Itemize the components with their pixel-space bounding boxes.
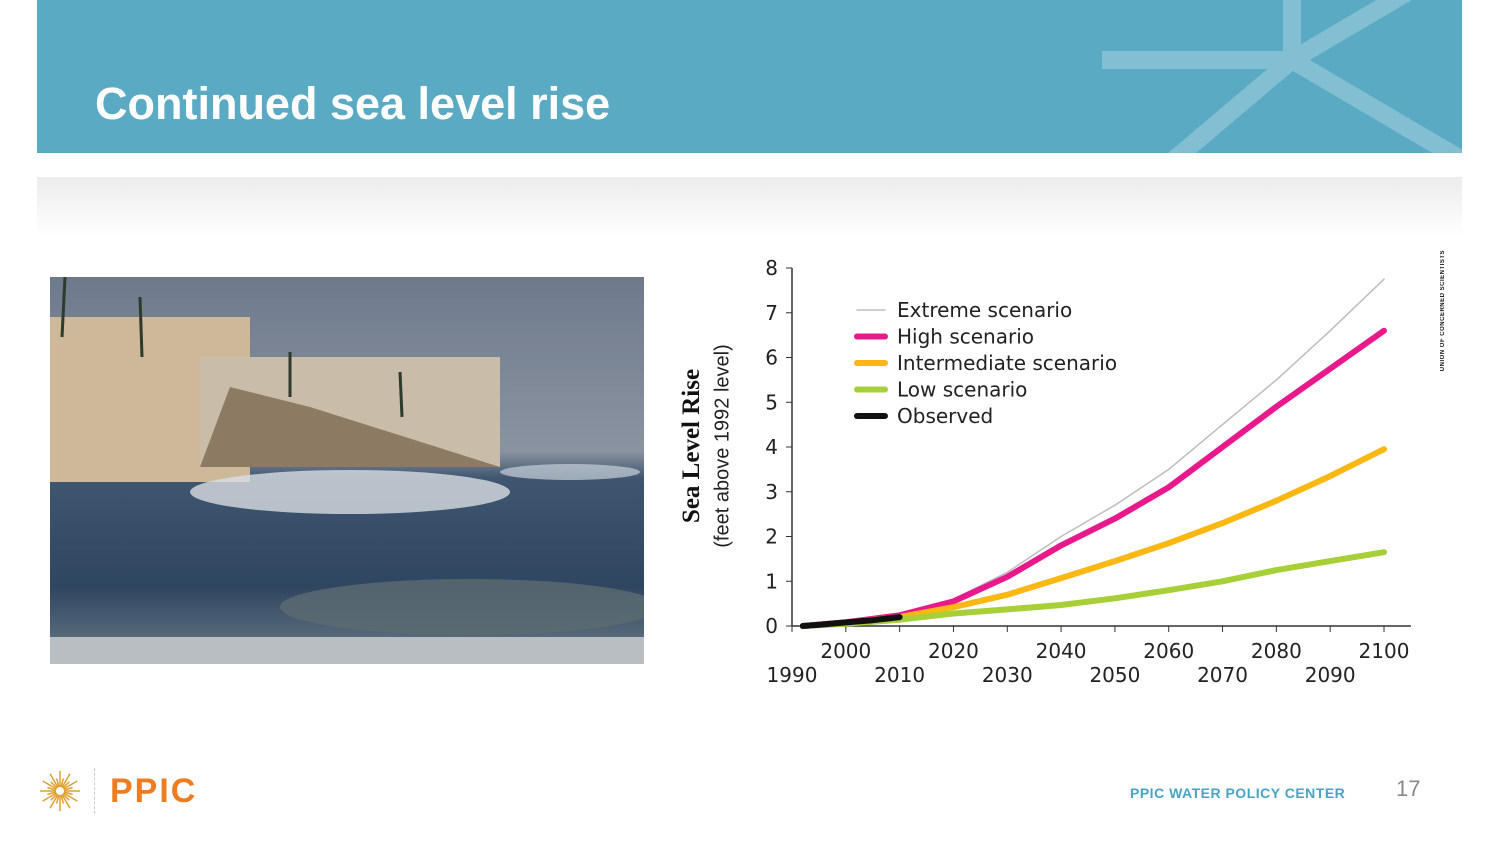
ppic-wordmark: PPIC xyxy=(110,771,198,810)
x-tick-label: 2080 xyxy=(1251,639,1302,663)
y-tick-label: 1 xyxy=(765,569,778,593)
sun-ray xyxy=(47,786,57,791)
y-tick-label: 8 xyxy=(765,256,778,280)
legend-label: High scenario xyxy=(897,325,1034,349)
y-tick-label: 2 xyxy=(765,525,778,549)
sun-ray xyxy=(50,781,58,789)
sun-ray xyxy=(62,781,70,789)
sun-ray xyxy=(61,773,71,788)
y-tick-label: 0 xyxy=(765,614,778,638)
sun-ray xyxy=(62,793,70,801)
x-tick-label: 2050 xyxy=(1089,663,1140,687)
x-tick-label: 2020 xyxy=(928,639,979,663)
sun-ray xyxy=(55,778,60,788)
title-banner: Continued sea level rise xyxy=(37,0,1462,153)
x-tick-label: 2010 xyxy=(874,663,925,687)
logo-divider xyxy=(94,768,96,814)
y-axis-sublabel: (feet above 1992 level) xyxy=(711,344,734,548)
sun-ray xyxy=(49,794,59,809)
sun-ray xyxy=(47,791,57,796)
footer-center-name: PPIC WATER POLICY CENTER xyxy=(1130,785,1346,801)
slide-title: Continued sea level rise xyxy=(95,78,611,129)
sun-ray xyxy=(42,780,57,790)
sun-ray xyxy=(63,791,73,796)
source-credit: UNION OF CONCERNED SCIENTISTS xyxy=(1440,250,1446,372)
sun-ray xyxy=(50,793,58,801)
sun-ray xyxy=(42,792,57,802)
y-tick-label: 7 xyxy=(765,301,778,325)
legend-label: Extreme scenario xyxy=(897,298,1072,322)
y-axis-label: Sea Level Rise xyxy=(678,368,705,524)
sun-ray xyxy=(55,794,60,804)
series-line-observed xyxy=(799,614,903,629)
x-tick-label: 2100 xyxy=(1359,639,1410,663)
y-tick-label: 4 xyxy=(765,435,778,459)
sea-level-chart: 0 1 2 3 4 5 6 7 8 2000 2020 2040 2060 2080 2100 1990 201… xyxy=(765,256,1411,687)
starburst-decoration xyxy=(1102,0,1462,153)
sun-ray xyxy=(49,773,59,788)
sunburst-icon xyxy=(40,771,80,811)
legend-label: Observed xyxy=(897,404,993,428)
legend-label: Low scenario xyxy=(897,378,1027,402)
x-tick-label: 2090 xyxy=(1305,663,1356,687)
x-tick-label: 2030 xyxy=(982,663,1033,687)
sun-ray xyxy=(60,778,65,788)
y-tick-label: 5 xyxy=(765,390,778,414)
sun-ray xyxy=(63,792,78,802)
x-tick-label: 2060 xyxy=(1143,639,1194,663)
sun-ray xyxy=(61,794,71,809)
series-line-extreme-scenario xyxy=(802,278,1385,627)
ppic-logo: PPIC xyxy=(38,768,197,814)
sun-ray xyxy=(63,780,78,790)
x-tick-label: 1990 xyxy=(767,663,818,687)
x-tick-label: 2040 xyxy=(1036,639,1087,663)
x-tick-label: 2000 xyxy=(820,639,871,663)
sun-ray xyxy=(60,794,65,804)
coastline-photo xyxy=(50,277,644,664)
y-tick-label: 3 xyxy=(765,480,778,504)
y-tick-label: 6 xyxy=(765,346,778,370)
sun-ray xyxy=(63,786,73,791)
page-number: 17 xyxy=(1396,776,1421,801)
x-tick-label: 2070 xyxy=(1197,663,1248,687)
legend-label: Intermediate scenario xyxy=(897,351,1117,375)
